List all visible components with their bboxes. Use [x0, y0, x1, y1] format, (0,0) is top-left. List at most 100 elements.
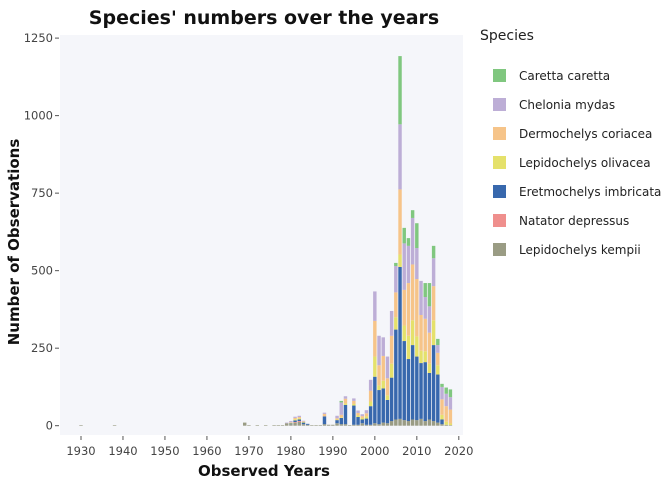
bar-dermochelys-coriacea-1993[interactable] — [343, 398, 348, 404]
bar-caretta-caretta-2014[interactable] — [431, 245, 436, 259]
bar-lepidochelys-kempii-1978[interactable] — [280, 425, 285, 426]
bar-eretmochelys-imbricata-1988[interactable] — [322, 416, 327, 425]
bar-dermochelys-coriacea-2010[interactable] — [415, 279, 419, 337]
bar-chelonia-mydas-2002[interactable] — [381, 337, 385, 356]
bar-eretmochelys-imbricata-2002[interactable] — [381, 388, 385, 423]
bar-lepidochelys-olivacea-2006[interactable] — [398, 254, 402, 267]
bar-lepidochelys-kempii-1982[interactable] — [297, 421, 301, 426]
bar-chelonia-mydas-2013[interactable] — [427, 306, 432, 333]
bar-lepidochelys-kempii-2007[interactable] — [402, 420, 406, 426]
bar-lepidochelys-kempii-1977[interactable] — [276, 425, 281, 426]
bar-eretmochelys-imbricata-1997[interactable] — [360, 419, 364, 424]
bar-caretta-caretta-1992[interactable] — [339, 400, 343, 403]
bar-lepidochelys-olivacea-2008[interactable] — [406, 335, 411, 360]
bar-eretmochelys-imbricata-2010[interactable] — [415, 356, 419, 421]
legend-item-natator-depressus[interactable]: Natator depressus — [493, 214, 629, 228]
bar-eretmochelys-imbricata-2001[interactable] — [377, 390, 381, 425]
bar-lepidochelys-kempii-1996[interactable] — [356, 424, 360, 426]
bar-lepidochelys-kempii-1989[interactable] — [326, 424, 331, 426]
bar-eretmochelys-imbricata-2004[interactable] — [389, 377, 394, 422]
bar-chelonia-mydas-2000[interactable] — [373, 291, 377, 321]
bar-caretta-caretta-2010[interactable] — [415, 223, 419, 249]
bar-lepidochelys-kempii-2011[interactable] — [419, 418, 423, 426]
bar-eretmochelys-imbricata-1984[interactable] — [305, 423, 310, 425]
bar-caretta-caretta-2016[interactable] — [440, 383, 444, 387]
bar-lepidochelys-kempii-2018[interactable] — [448, 425, 453, 426]
bar-dermochelys-coriacea-1982[interactable] — [297, 417, 301, 419]
bar-dermochelys-coriacea-2007[interactable] — [402, 289, 406, 326]
bar-eretmochelys-imbricata-2000[interactable] — [373, 376, 377, 424]
bar-lepidochelys-kempii-2014[interactable] — [431, 421, 436, 426]
bar-dermochelys-coriacea-2017[interactable] — [444, 406, 448, 422]
bar-dermochelys-coriacea-1983[interactable] — [301, 421, 306, 422]
bar-eretmochelys-imbricata-1998[interactable] — [364, 418, 369, 425]
bar-dermochelys-coriacea-2014[interactable] — [431, 286, 436, 321]
legend-item-eretmochelys-imbricata[interactable]: Eretmochelys imbricata — [493, 185, 661, 199]
bar-chelonia-mydas-1997[interactable] — [360, 414, 364, 417]
bar-dermochelys-coriacea-1995[interactable] — [352, 400, 356, 404]
bar-lepidochelys-kempii-2016[interactable] — [440, 424, 444, 426]
legend-item-caretta-caretta[interactable]: Caretta caretta — [493, 69, 610, 83]
bar-lepidochelys-kempii-2002[interactable] — [381, 422, 385, 426]
legend-item-lepidochelys-kempii[interactable]: Lepidochelys kempii — [493, 243, 641, 257]
bar-lepidochelys-kempii-1976[interactable] — [272, 425, 276, 426]
bar-eretmochelys-imbricata-1996[interactable] — [356, 417, 360, 425]
bar-lepidochelys-kempii-2006[interactable] — [398, 418, 402, 426]
bar-lepidochelys-olivacea-1996[interactable] — [356, 415, 360, 418]
bar-chelonia-mydas-1991[interactable] — [335, 415, 339, 419]
bar-lepidochelys-kempii-2003[interactable] — [385, 423, 390, 426]
bar-lepidochelys-kempii-1974[interactable] — [263, 425, 268, 426]
bar-chelonia-mydas-2012[interactable] — [423, 297, 427, 319]
bar-caretta-caretta-2007[interactable] — [402, 227, 406, 244]
bar-caretta-caretta-2013[interactable] — [427, 283, 432, 307]
bar-dermochelys-coriacea-2018[interactable] — [448, 409, 453, 424]
bar-chelonia-mydas-2011[interactable] — [419, 280, 423, 315]
bar-lepidochelys-olivacea-2001[interactable] — [377, 385, 381, 391]
bar-lepidochelys-olivacea-1981[interactable] — [293, 419, 297, 421]
bar-chelonia-mydas-1996[interactable] — [356, 410, 360, 413]
bar-caretta-caretta-2017[interactable] — [444, 387, 448, 394]
bar-chelonia-mydas-1988[interactable] — [322, 412, 327, 414]
bar-eretmochelys-imbricata-1993[interactable] — [343, 404, 348, 425]
bar-chelonia-mydas-1979[interactable] — [284, 422, 289, 424]
legend-item-dermochelys-coriacea[interactable]: Dermochelys coriacea — [493, 127, 652, 141]
bar-dermochelys-coriacea-2001[interactable] — [377, 365, 381, 386]
bar-dermochelys-coriacea-2009[interactable] — [410, 264, 415, 321]
bar-lepidochelys-kempii-2015[interactable] — [436, 422, 440, 426]
bar-lepidochelys-kempii-1986[interactable] — [314, 425, 318, 426]
bar-lepidochelys-kempii-2000[interactable] — [373, 423, 377, 426]
bar-chelonia-mydas-2008[interactable] — [406, 245, 411, 284]
bar-lepidochelys-kempii-1994[interactable] — [347, 425, 352, 426]
bar-lepidochelys-kempii-1985[interactable] — [310, 425, 314, 426]
bar-eretmochelys-imbricata-2007[interactable] — [402, 341, 406, 421]
bar-chelonia-mydas-1993[interactable] — [343, 396, 348, 399]
bar-lepidochelys-kempii-1981[interactable] — [293, 422, 297, 426]
bar-chelonia-mydas-1999[interactable] — [368, 379, 373, 391]
bar-dermochelys-coriacea-1997[interactable] — [360, 416, 364, 418]
bar-lepidochelys-olivacea-2012[interactable] — [423, 351, 427, 363]
bar-lepidochelys-olivacea-2014[interactable] — [431, 320, 436, 346]
bar-dermochelys-coriacea-1999[interactable] — [368, 390, 373, 402]
bar-dermochelys-coriacea-1998[interactable] — [364, 413, 369, 417]
bar-dermochelys-coriacea-1996[interactable] — [356, 412, 360, 416]
bar-chelonia-mydas-2003[interactable] — [385, 356, 390, 379]
bar-lepidochelys-kempii-1988[interactable] — [322, 424, 327, 426]
bar-chelonia-mydas-2016[interactable] — [440, 386, 444, 400]
bar-chelonia-mydas-2010[interactable] — [415, 248, 419, 280]
bar-caretta-caretta-2005[interactable] — [394, 262, 398, 267]
bar-lepidochelys-kempii-1987[interactable] — [318, 425, 322, 426]
bar-dermochelys-coriacea-2015[interactable] — [436, 352, 440, 366]
bar-lepidochelys-kempii-1998[interactable] — [364, 424, 369, 426]
bar-lepidochelys-kempii-2001[interactable] — [377, 424, 381, 426]
bar-dermochelys-coriacea-2006[interactable] — [398, 189, 402, 255]
bar-lepidochelys-olivacea-2009[interactable] — [410, 320, 415, 346]
bar-dermochelys-coriacea-2011[interactable] — [419, 315, 423, 351]
bar-lepidochelys-olivacea-2000[interactable] — [373, 356, 377, 377]
bar-eretmochelys-imbricata-1983[interactable] — [301, 422, 306, 425]
bar-lepidochelys-olivacea-1999[interactable] — [368, 401, 373, 407]
bar-lepidochelys-olivacea-2005[interactable] — [394, 317, 398, 330]
bar-lepidochelys-olivacea-2003[interactable] — [385, 395, 390, 400]
bar-lepidochelys-kempii-2013[interactable] — [427, 419, 432, 426]
bar-eretmochelys-imbricata-2006[interactable] — [398, 266, 402, 419]
bar-lepidochelys-kempii-2008[interactable] — [406, 421, 411, 426]
